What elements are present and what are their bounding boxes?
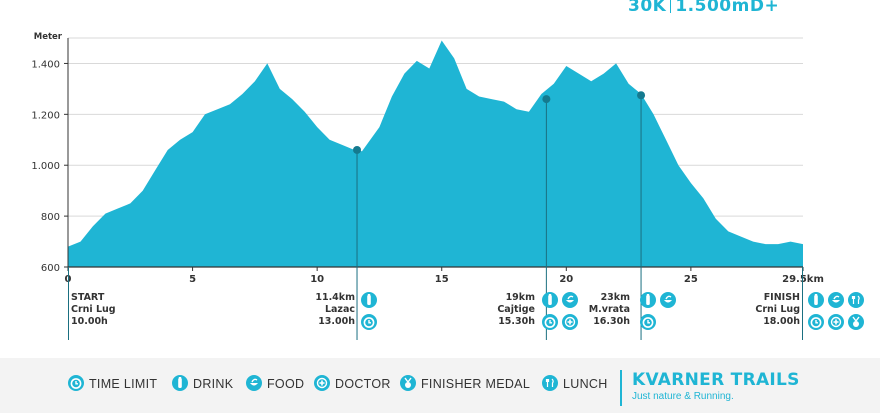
doctor-icon [562, 314, 578, 330]
food-icon [246, 375, 262, 391]
legend-label: FOOD [267, 377, 305, 391]
aid-time: 10.00h [71, 316, 108, 327]
aid-km: 23km [600, 292, 630, 303]
medal-icon [400, 375, 416, 391]
brand-block: KVARNER TRAILS Just nature & Running. [620, 370, 800, 406]
y-tick-label: 1.000 [31, 161, 60, 172]
clock-icon [361, 314, 377, 330]
y-tick-label: 1.400 [31, 59, 60, 70]
aid-place: Crni Lug [71, 304, 116, 315]
x-tick-label: 20 [559, 274, 573, 285]
elevation-chart: 6008001.0001.2001.400Meter051015202529.5… [31, 32, 824, 340]
aid-marker-dot [542, 95, 551, 104]
aid-time: 13.00h [318, 316, 355, 327]
y-tick-label: 1.200 [31, 110, 60, 121]
food-icon [562, 292, 578, 308]
aid-km: 19km [505, 292, 535, 303]
clock-icon [68, 375, 84, 391]
lunch-icon [542, 375, 558, 391]
bottle-icon [542, 292, 558, 308]
aid-name: START [71, 292, 105, 303]
legend-label: LUNCH [563, 377, 608, 391]
doctor-icon [828, 314, 844, 330]
x-tick-label: 5 [189, 274, 196, 285]
aid-time: 16.30h [593, 316, 630, 327]
bottle-icon [172, 375, 188, 391]
legend-label: DRINK [193, 377, 234, 391]
legend-label: FINISHER MEDAL [421, 377, 531, 391]
clock-icon [808, 314, 824, 330]
y-tick-label: 600 [41, 263, 60, 274]
medal-icon [848, 314, 864, 330]
race-distance: 30K [628, 0, 667, 16]
aid-km: 11.4km [315, 292, 355, 303]
aid-marker-dot [353, 145, 362, 154]
clock-icon [640, 314, 656, 330]
brand-name: KVARNER TRAILS [632, 370, 800, 390]
aid-time: 15.30h [498, 316, 535, 327]
x-tick-label: 15 [435, 274, 449, 285]
bottle-icon [640, 292, 656, 308]
lunch-icon [848, 292, 864, 308]
x-tick-label: 25 [684, 274, 698, 285]
legend-label: TIME LIMIT [89, 377, 158, 391]
clock-icon [542, 314, 558, 330]
aid-place: Crni Lug [755, 304, 800, 315]
aid-name: Lazac [324, 304, 355, 315]
doctor-icon [314, 375, 330, 391]
food-icon [828, 292, 844, 308]
y-tick-label: 800 [41, 212, 60, 223]
brand-tagline: Just nature & Running. [632, 391, 734, 402]
bottle-icon [361, 292, 377, 308]
footer-background [0, 358, 880, 413]
aid-time: 18.00h [763, 316, 800, 327]
bottle-icon [808, 292, 824, 308]
aid-name: FINISH [763, 292, 800, 303]
aid-marker-dot [637, 91, 646, 100]
aid-name: Cajtige [497, 304, 535, 315]
aid-name: M.vrata [588, 304, 630, 315]
race-elevation: 1.500mD+ [675, 0, 780, 16]
food-icon [660, 292, 676, 308]
x-tick-label: 10 [310, 274, 324, 285]
race-tag-separator [670, 0, 672, 13]
y-axis-label: Meter [34, 32, 63, 42]
elevation-area [68, 40, 803, 267]
race-tag: 30K 1.500mD+ [628, 0, 779, 16]
legend-label: DOCTOR [335, 377, 391, 391]
